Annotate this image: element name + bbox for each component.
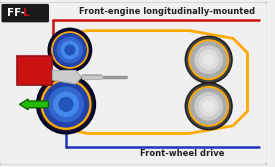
Text: L: L (23, 8, 30, 18)
Circle shape (40, 79, 92, 130)
Circle shape (60, 41, 79, 59)
Circle shape (188, 39, 229, 80)
FancyArrow shape (20, 99, 48, 110)
Circle shape (203, 54, 215, 66)
Circle shape (37, 75, 95, 133)
Polygon shape (53, 70, 81, 84)
Circle shape (57, 37, 83, 63)
Circle shape (185, 83, 232, 130)
Circle shape (188, 86, 229, 127)
Circle shape (190, 41, 227, 78)
Circle shape (58, 97, 74, 112)
Circle shape (48, 86, 84, 122)
Circle shape (203, 100, 215, 112)
FancyBboxPatch shape (18, 56, 53, 85)
Circle shape (194, 45, 223, 74)
Circle shape (199, 96, 219, 117)
Circle shape (53, 33, 87, 67)
Text: FF-: FF- (7, 8, 25, 18)
Text: Front-wheel drive: Front-wheel drive (140, 149, 225, 158)
Circle shape (43, 81, 89, 128)
Circle shape (64, 44, 75, 56)
Text: Front-engine longitudinally-mounted: Front-engine longitudinally-mounted (79, 7, 255, 16)
Circle shape (48, 29, 91, 71)
Circle shape (53, 92, 79, 117)
Circle shape (194, 92, 223, 121)
Circle shape (185, 36, 232, 83)
FancyBboxPatch shape (0, 2, 268, 165)
Circle shape (51, 31, 89, 69)
FancyBboxPatch shape (1, 4, 49, 22)
Circle shape (190, 88, 227, 125)
Circle shape (199, 49, 219, 70)
